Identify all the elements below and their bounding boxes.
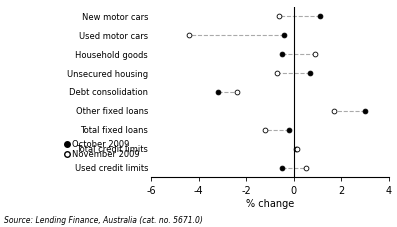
Point — [286, 128, 292, 132]
Point — [214, 90, 221, 94]
Point — [233, 90, 240, 94]
Point — [281, 33, 287, 37]
Point — [362, 109, 368, 113]
Point — [274, 71, 280, 75]
Point — [331, 109, 337, 113]
Point — [276, 15, 283, 18]
X-axis label: % change: % change — [246, 199, 294, 209]
Point — [279, 166, 285, 169]
Point — [317, 15, 323, 18]
Point — [186, 33, 192, 37]
Point — [303, 166, 309, 169]
Point — [279, 52, 285, 56]
Point — [294, 147, 301, 151]
Point — [307, 71, 314, 75]
Point — [262, 128, 268, 132]
Text: Source: Lending Finance, Australia (cat. no. 5671.0): Source: Lending Finance, Australia (cat.… — [4, 216, 203, 225]
Point — [293, 147, 299, 151]
Legend: October 2009, November 2009: October 2009, November 2009 — [64, 140, 140, 159]
Point — [312, 52, 318, 56]
